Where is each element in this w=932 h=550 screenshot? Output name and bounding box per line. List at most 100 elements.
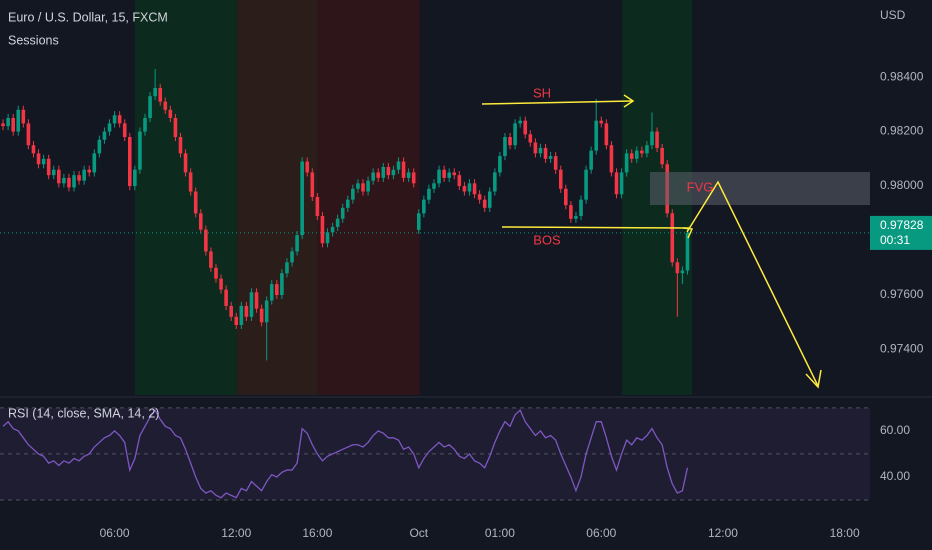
candle-body (462, 186, 467, 192)
candle-body (645, 145, 649, 154)
candle-body (609, 145, 614, 173)
candle-body (538, 147, 543, 154)
candle-body (589, 150, 593, 170)
candle-body (51, 169, 56, 176)
candle-body (305, 161, 310, 173)
x-tick-label: 12:00 (708, 526, 738, 540)
candle-body (564, 188, 568, 206)
candle-body (127, 137, 132, 187)
candle-body (604, 123, 609, 146)
currency: USD (880, 8, 906, 22)
candle-body (655, 131, 659, 148)
candle-body (640, 150, 644, 154)
candle-body (67, 177, 71, 188)
candle-body (325, 232, 330, 244)
candle-body (619, 172, 624, 195)
candle-body (239, 305, 244, 325)
candle-body (361, 183, 365, 192)
candle-body (330, 226, 335, 233)
candle-body (675, 262, 680, 274)
sh-arrow (481, 100, 633, 105)
candle-body (356, 183, 360, 189)
candle-body (21, 109, 26, 124)
candle-body (280, 273, 284, 296)
candle-body (16, 109, 21, 132)
candle-body (650, 131, 654, 146)
x-tick-label: 18:00 (830, 526, 860, 540)
candle-body (386, 166, 391, 176)
candle-body (138, 131, 142, 170)
candle-body (102, 131, 107, 140)
candle-body (391, 169, 396, 176)
sh-label: SH (533, 85, 551, 100)
session-zone (317, 0, 420, 395)
candle-body (112, 115, 117, 124)
candle-body (634, 150, 639, 159)
candle-body (62, 177, 66, 184)
candle-body (310, 172, 315, 197)
candle-body (629, 153, 634, 159)
candle-body (143, 117, 147, 132)
bos-line (501, 226, 691, 229)
candle-body (178, 137, 183, 154)
candle-body (345, 199, 350, 208)
x-tick-label: 12:00 (221, 526, 251, 540)
sh-arrow-head (623, 94, 635, 108)
x-tick-label: Oct (409, 526, 428, 540)
last-price-box (870, 215, 932, 250)
candle-body (599, 120, 604, 124)
candle-body (411, 172, 416, 184)
candle-body (660, 147, 664, 165)
candle-body (482, 199, 487, 208)
candle-body (584, 169, 588, 200)
candle-body (244, 305, 249, 317)
candle-body (508, 137, 512, 146)
candle-body (670, 213, 675, 263)
candle-body (558, 169, 563, 189)
candle-body (477, 194, 482, 200)
marks (0, 68, 870, 499)
candle-body (513, 123, 517, 146)
y-tick-label: 0.98200 (880, 124, 924, 138)
y-tick-label: 0.98400 (880, 69, 924, 83)
candle-body (168, 109, 173, 118)
candle-body (117, 115, 122, 124)
candle-body (579, 199, 583, 217)
candle-body (290, 251, 294, 263)
candle-body (92, 153, 97, 173)
x-tick-label: 16:00 (302, 526, 332, 540)
candle-body (401, 161, 406, 178)
session-zone (134, 0, 238, 395)
candle-body (366, 180, 370, 192)
candle-body (528, 134, 533, 143)
countdown-label: 00:31 (880, 233, 910, 247)
candle-body (249, 292, 254, 317)
fvg-label: FVG (687, 179, 714, 194)
candle-body (31, 145, 36, 154)
candle-body (340, 207, 345, 219)
candle-body (574, 216, 578, 219)
candle-body (442, 169, 446, 178)
candle-body (133, 169, 137, 187)
candle-body (234, 316, 239, 325)
candle-body (543, 147, 548, 159)
candle-body (148, 96, 152, 118)
indicator-legend: Sessions (8, 33, 59, 47)
candle-body (406, 172, 411, 178)
candle-body (569, 205, 573, 219)
candle-body (371, 172, 375, 181)
candle-body (204, 229, 208, 252)
candle-body (295, 235, 299, 252)
candle-body (351, 188, 355, 200)
y-tick-label: 40.00 (880, 469, 910, 483)
candle-body (315, 196, 320, 217)
rsi-line (2, 408, 689, 499)
candle-body (209, 251, 213, 268)
candle-body (46, 158, 51, 176)
candle-body (472, 183, 477, 195)
candle-body (153, 87, 157, 97)
bos-label: BOS (533, 232, 561, 247)
candle-body (685, 232, 690, 271)
session-zone (237, 0, 318, 395)
